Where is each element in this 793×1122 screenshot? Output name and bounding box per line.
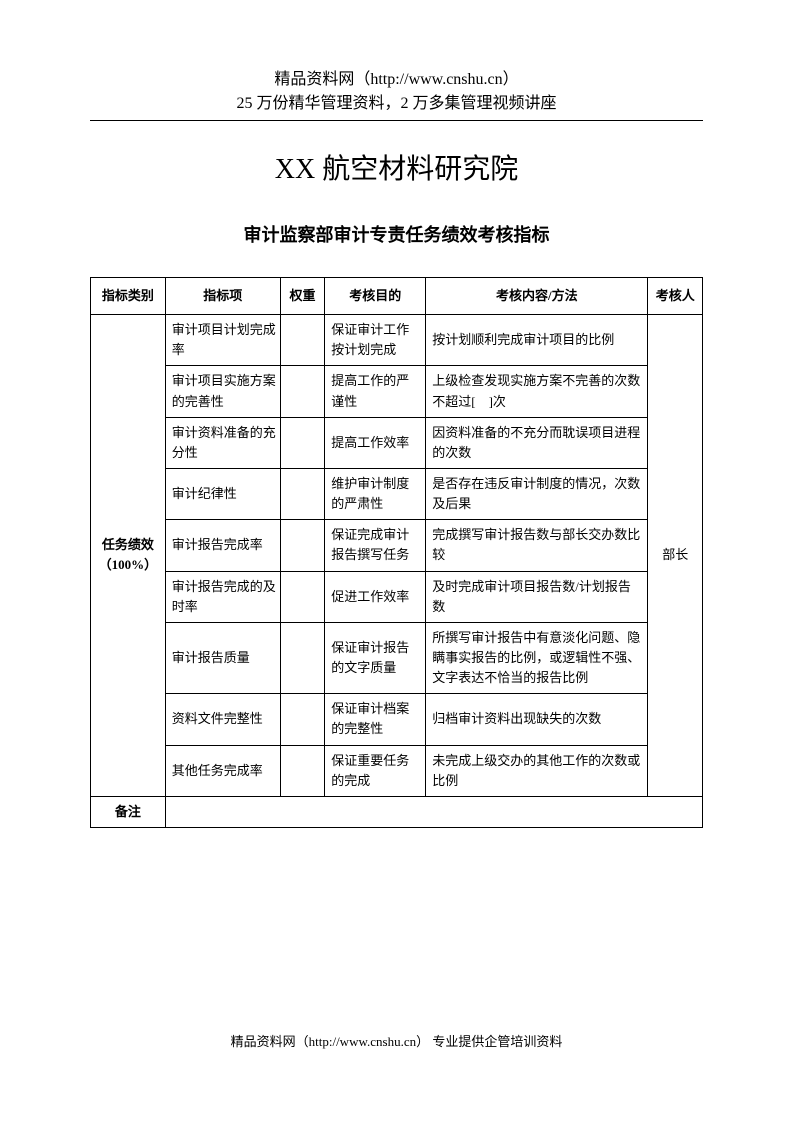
header-divider bbox=[90, 120, 703, 121]
page-subtitle: 审计监察部审计专责任务绩效考核指标 bbox=[90, 221, 703, 247]
table-remark-row: 备注 bbox=[91, 796, 703, 827]
cell-item: 其他任务完成率 bbox=[165, 745, 280, 796]
cell-purpose: 保证审计报告的文字质量 bbox=[325, 622, 426, 693]
cell-weight bbox=[280, 694, 324, 745]
page-footer: 精品资料网（http://www.cnshu.cn） 专业提供企管培训资料 bbox=[0, 1031, 793, 1050]
header-line-1: 精品资料网（http://www.cnshu.cn） bbox=[90, 68, 703, 92]
cell-item: 资料文件完整性 bbox=[165, 694, 280, 745]
header-line-2: 25 万份精华管理资料，2 万多集管理视频讲座 bbox=[90, 92, 703, 116]
cell-purpose: 提高工作效率 bbox=[325, 417, 426, 468]
cell-content: 完成撰写审计报告数与部长交办数比较 bbox=[426, 520, 648, 571]
th-weight: 权重 bbox=[280, 278, 324, 315]
cell-weight bbox=[280, 417, 324, 468]
page-header: 精品资料网（http://www.cnshu.cn） 25 万份精华管理资料，2… bbox=[90, 68, 703, 116]
cell-content: 归档审计资料出现缺失的次数 bbox=[426, 694, 648, 745]
cell-content: 及时完成审计项目报告数/计划报告数 bbox=[426, 571, 648, 622]
cell-purpose: 保证完成审计报告撰写任务 bbox=[325, 520, 426, 571]
cell-purpose: 维护审计制度的严肃性 bbox=[325, 468, 426, 519]
table-row: 审计报告完成的及时率 促进工作效率 及时完成审计项目报告数/计划报告数 bbox=[91, 571, 703, 622]
cell-content: 因资料准备的不充分而耽误项目进程的次数 bbox=[426, 417, 648, 468]
th-content: 考核内容/方法 bbox=[426, 278, 648, 315]
cell-purpose: 促进工作效率 bbox=[325, 571, 426, 622]
table-row: 审计项目实施方案的完善性 提高工作的严谨性 上级检查发现实施方案不完善的次数不超… bbox=[91, 366, 703, 417]
th-purpose: 考核目的 bbox=[325, 278, 426, 315]
cell-item: 审计报告质量 bbox=[165, 622, 280, 693]
table-row: 其他任务完成率 保证重要任务的完成 未完成上级交办的其他工作的次数或比例 bbox=[91, 745, 703, 796]
cell-weight bbox=[280, 622, 324, 693]
cell-item: 审计报告完成率 bbox=[165, 520, 280, 571]
performance-table: 指标类别 指标项 权重 考核目的 考核内容/方法 考核人 任务绩效（100%） … bbox=[90, 277, 703, 828]
cell-weight bbox=[280, 520, 324, 571]
cell-item: 审计报告完成的及时率 bbox=[165, 571, 280, 622]
cell-content: 上级检查发现实施方案不完善的次数不超过[ ]次 bbox=[426, 366, 648, 417]
th-person: 考核人 bbox=[648, 278, 703, 315]
table-header-row: 指标类别 指标项 权重 考核目的 考核内容/方法 考核人 bbox=[91, 278, 703, 315]
cell-item: 审计项目实施方案的完善性 bbox=[165, 366, 280, 417]
cell-content: 按计划顺利完成审计项目的比例 bbox=[426, 315, 648, 366]
cell-purpose: 提高工作的严谨性 bbox=[325, 366, 426, 417]
cell-weight bbox=[280, 366, 324, 417]
table-row: 审计纪律性 维护审计制度的严肃性 是否存在违反审计制度的情况，次数及后果 bbox=[91, 468, 703, 519]
remark-label: 备注 bbox=[91, 796, 166, 827]
th-item: 指标项 bbox=[165, 278, 280, 315]
person-cell: 部长 bbox=[648, 315, 703, 797]
table-row: 审计资料准备的充分性 提高工作效率 因资料准备的不充分而耽误项目进程的次数 bbox=[91, 417, 703, 468]
th-category: 指标类别 bbox=[91, 278, 166, 315]
remark-content bbox=[165, 796, 702, 827]
table-row: 审计报告质量 保证审计报告的文字质量 所撰写审计报告中有意淡化问题、隐瞒事实报告… bbox=[91, 622, 703, 693]
table-row: 任务绩效（100%） 审计项目计划完成率 保证审计工作按计划完成 按计划顺利完成… bbox=[91, 315, 703, 366]
table-row: 资料文件完整性 保证审计档案的完整性 归档审计资料出现缺失的次数 bbox=[91, 694, 703, 745]
cell-content: 未完成上级交办的其他工作的次数或比例 bbox=[426, 745, 648, 796]
cell-content: 所撰写审计报告中有意淡化问题、隐瞒事实报告的比例，或逻辑性不强、文字表达不恰当的… bbox=[426, 622, 648, 693]
cell-item: 审计资料准备的充分性 bbox=[165, 417, 280, 468]
page-title: XX 航空材料研究院 bbox=[90, 147, 703, 187]
cell-weight bbox=[280, 571, 324, 622]
cell-purpose: 保证审计工作按计划完成 bbox=[325, 315, 426, 366]
cell-weight bbox=[280, 315, 324, 366]
cell-purpose: 保证审计档案的完整性 bbox=[325, 694, 426, 745]
table-row: 审计报告完成率 保证完成审计报告撰写任务 完成撰写审计报告数与部长交办数比较 bbox=[91, 520, 703, 571]
cell-content: 是否存在违反审计制度的情况，次数及后果 bbox=[426, 468, 648, 519]
cell-item: 审计纪律性 bbox=[165, 468, 280, 519]
cell-purpose: 保证重要任务的完成 bbox=[325, 745, 426, 796]
cell-weight bbox=[280, 468, 324, 519]
cell-weight bbox=[280, 745, 324, 796]
cell-item: 审计项目计划完成率 bbox=[165, 315, 280, 366]
category-cell: 任务绩效（100%） bbox=[91, 315, 166, 797]
